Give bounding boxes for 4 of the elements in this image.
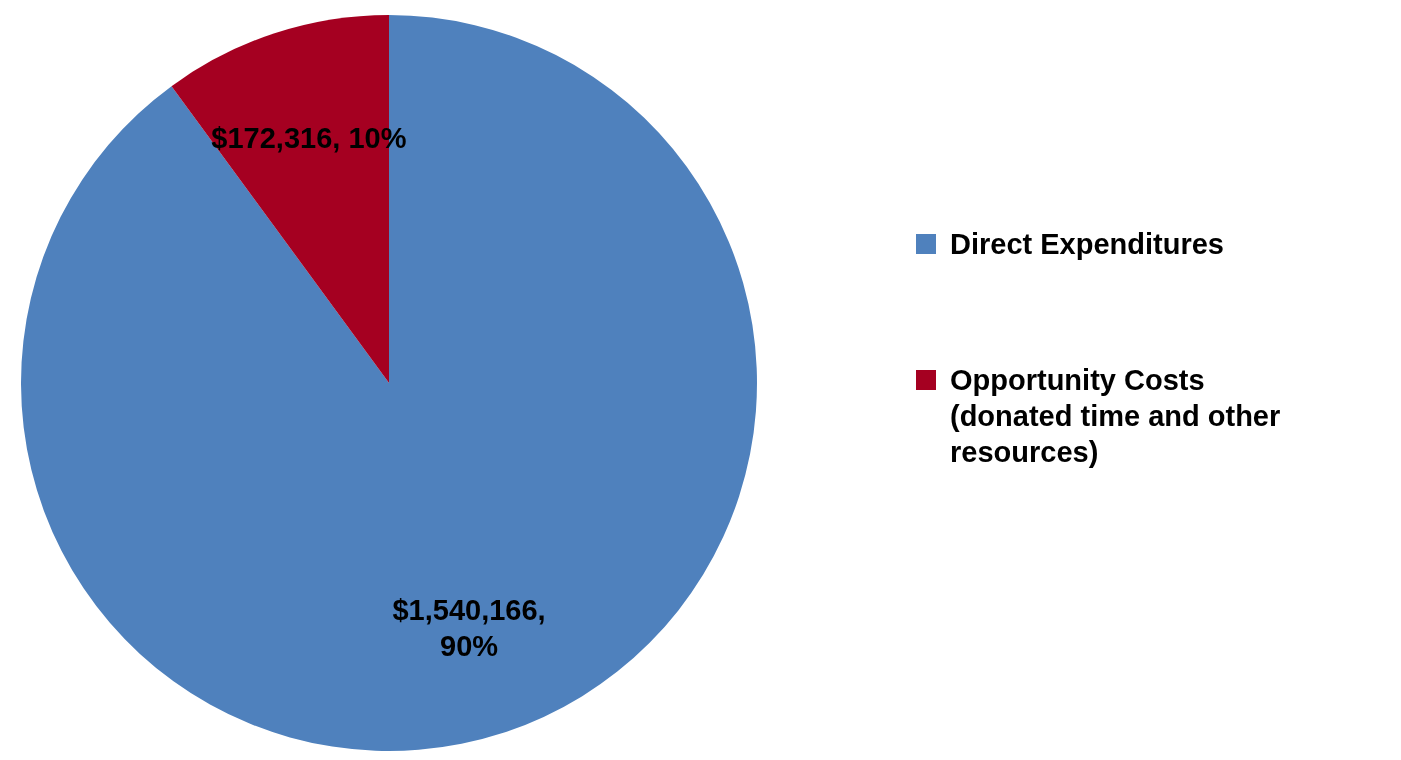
legend-label: Opportunity Costs (donated time and other resources): [950, 364, 1281, 468]
pie-slice: [21, 15, 757, 751]
legend-label: Direct Expenditures: [950, 228, 1224, 260]
data-label: $1,540,166, 90%: [392, 593, 546, 662]
